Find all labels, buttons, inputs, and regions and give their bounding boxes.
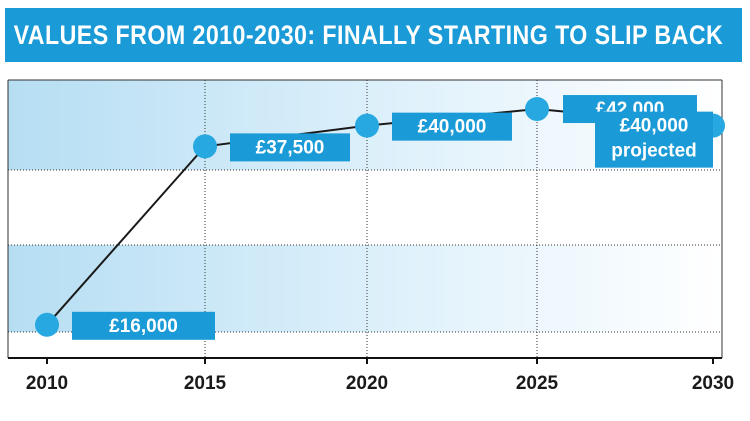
point-label-box — [595, 111, 713, 168]
data-point — [35, 312, 59, 337]
point-label: £40,000 projected — [595, 111, 713, 168]
point-label-box — [230, 133, 350, 162]
point-label: £40,000 — [392, 112, 512, 141]
x-tick-label: 2020 — [346, 373, 388, 394]
point-label-text: £40,000 — [620, 116, 689, 137]
point-label-box — [72, 311, 215, 340]
data-point — [525, 97, 549, 122]
data-point — [355, 113, 379, 138]
data-point — [193, 134, 217, 159]
point-label: £16,000 — [72, 311, 215, 340]
chart-title: VALUES FROM 2010-2030: FINALLY STARTING … — [13, 19, 724, 50]
title-bar: VALUES FROM 2010-2030: FINALLY STARTING … — [5, 8, 742, 62]
x-tick-label: 2010 — [26, 373, 68, 394]
x-tick-label: 2025 — [516, 373, 559, 394]
x-tick-label: 2030 — [692, 373, 734, 394]
point-label-text: £40,000 — [418, 117, 487, 138]
point-label-text: £37,500 — [256, 137, 325, 158]
point-label: £37,500 — [230, 133, 350, 162]
point-label-text: projected — [611, 141, 697, 162]
point-label-text: £16,000 — [109, 316, 178, 337]
point-label-box — [392, 112, 512, 141]
x-tick-label: 2015 — [184, 373, 227, 394]
